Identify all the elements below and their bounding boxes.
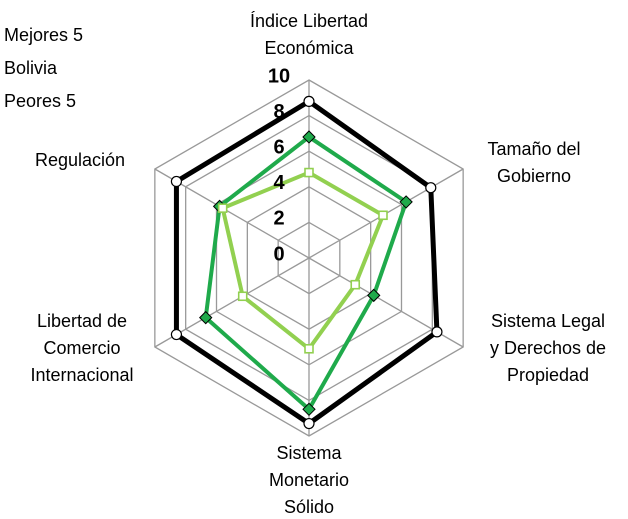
series-line — [173, 98, 440, 427]
marker — [304, 343, 314, 354]
category-label: Internacional — [30, 365, 133, 385]
marker — [302, 402, 316, 417]
category-label: Monetario — [269, 470, 349, 490]
category-label: Comercio — [43, 338, 120, 358]
marker — [217, 203, 228, 213]
marker — [302, 130, 316, 144]
marker — [199, 310, 213, 325]
marker — [303, 95, 315, 107]
category-label: Regulación — [35, 150, 125, 170]
category-label: Gobierno — [497, 166, 571, 186]
r-tick-label: 2 — [273, 208, 284, 230]
marker — [304, 167, 314, 178]
marker — [237, 291, 248, 302]
category-label: Índice Libertad — [250, 11, 368, 31]
category-label: Sistema — [276, 443, 342, 463]
category-label: Tamaño del — [487, 139, 580, 159]
r-tick-label: 0 — [273, 243, 284, 265]
marker — [170, 328, 183, 341]
category-label: Libertad de — [37, 311, 127, 331]
marker — [378, 210, 388, 221]
category-label: Sólido — [284, 497, 334, 517]
legend-label: Bolivia — [4, 58, 58, 78]
r-tick-label: 10 — [268, 65, 290, 87]
marker — [431, 326, 443, 338]
marker — [350, 279, 361, 290]
legend-label: Peores 5 — [4, 91, 76, 111]
category-label: Propiedad — [507, 365, 589, 385]
r-tick-label: 6 — [273, 136, 284, 158]
legend-label: Mejores 5 — [4, 25, 83, 45]
r-tick-label: 4 — [273, 172, 285, 194]
category-label: Económica — [264, 38, 354, 58]
category-label: Sistema Legal — [491, 311, 605, 331]
category-label: y Derechos de — [490, 338, 606, 358]
marker — [170, 175, 183, 188]
r-tick-label: 8 — [273, 101, 284, 123]
marker — [367, 288, 381, 303]
marker — [425, 182, 437, 194]
marker — [303, 417, 315, 430]
marker — [399, 195, 413, 209]
